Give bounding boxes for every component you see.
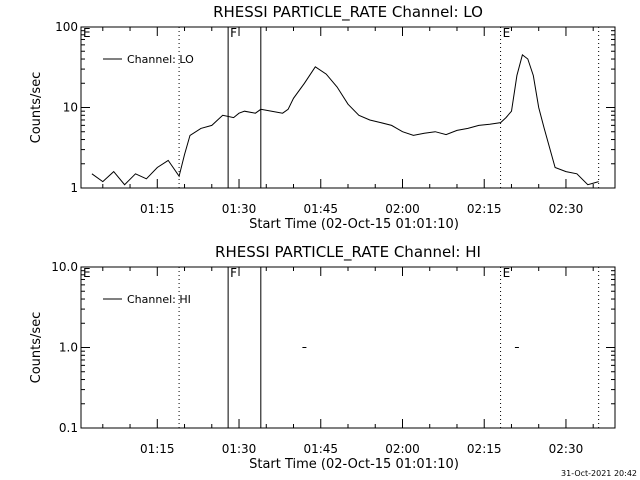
series-line — [91, 54, 599, 186]
x-tick-label: 01:30 — [222, 442, 257, 456]
x-tick-label: 01:45 — [303, 442, 338, 456]
y-tick-label: 0.1 — [59, 421, 78, 435]
x-tick-label: 01:15 — [140, 442, 175, 456]
chart-title: RHESSI PARTICLE_RATE Channel: HI — [215, 243, 481, 262]
x-axis-label: Start Time (02-Oct-15 01:01:10) — [249, 457, 459, 472]
panel-lo: RHESSI PARTICLE_RATE Channel: LO Counts/s… — [29, 3, 616, 232]
event-marker-label: E — [503, 266, 511, 280]
x-tick-label: 02:30 — [549, 442, 584, 456]
x-tick-label: 02:00 — [385, 202, 420, 216]
y-tick-label: 10 — [63, 101, 78, 115]
x-axis-label: Start Time (02-Oct-15 01:01:10) — [249, 217, 459, 232]
event-marker-label: E — [83, 26, 91, 40]
legend-entry: Channel: LO — [127, 53, 194, 66]
y-tick-label: 100 — [55, 20, 78, 34]
y-tick-label: 10.0 — [51, 260, 78, 274]
legend-entry: Channel: HI — [127, 293, 191, 306]
event-marker-label: E — [503, 26, 511, 40]
y-tick-label: 1 — [70, 181, 78, 195]
event-marker-label: F — [230, 26, 237, 40]
y-axis-label: Counts/sec — [29, 312, 44, 384]
event-marker-label: F — [230, 266, 237, 280]
y-tick-label: 1.0 — [59, 341, 78, 355]
x-tick-label: 02:00 — [385, 442, 420, 456]
plot-frame — [80, 266, 616, 429]
x-tick-label: 01:15 — [140, 202, 175, 216]
x-tick-label: 01:45 — [303, 202, 338, 216]
y-axis-label: Counts/sec — [29, 72, 44, 144]
footer-timestamp: 31-Oct-2021 20:42 — [561, 469, 637, 478]
chart-title: RHESSI PARTICLE_RATE Channel: LO — [213, 3, 483, 22]
x-tick-label: 02:30 — [549, 202, 584, 216]
event-marker-label: E — [83, 266, 91, 280]
panel-hi: RHESSI PARTICLE_RATE Channel: HI Counts/s… — [29, 243, 616, 472]
plot-frame — [80, 26, 616, 189]
x-tick-label: 02:15 — [467, 442, 502, 456]
x-tick-label: 02:15 — [467, 202, 502, 216]
x-tick-label: 01:30 — [222, 202, 257, 216]
